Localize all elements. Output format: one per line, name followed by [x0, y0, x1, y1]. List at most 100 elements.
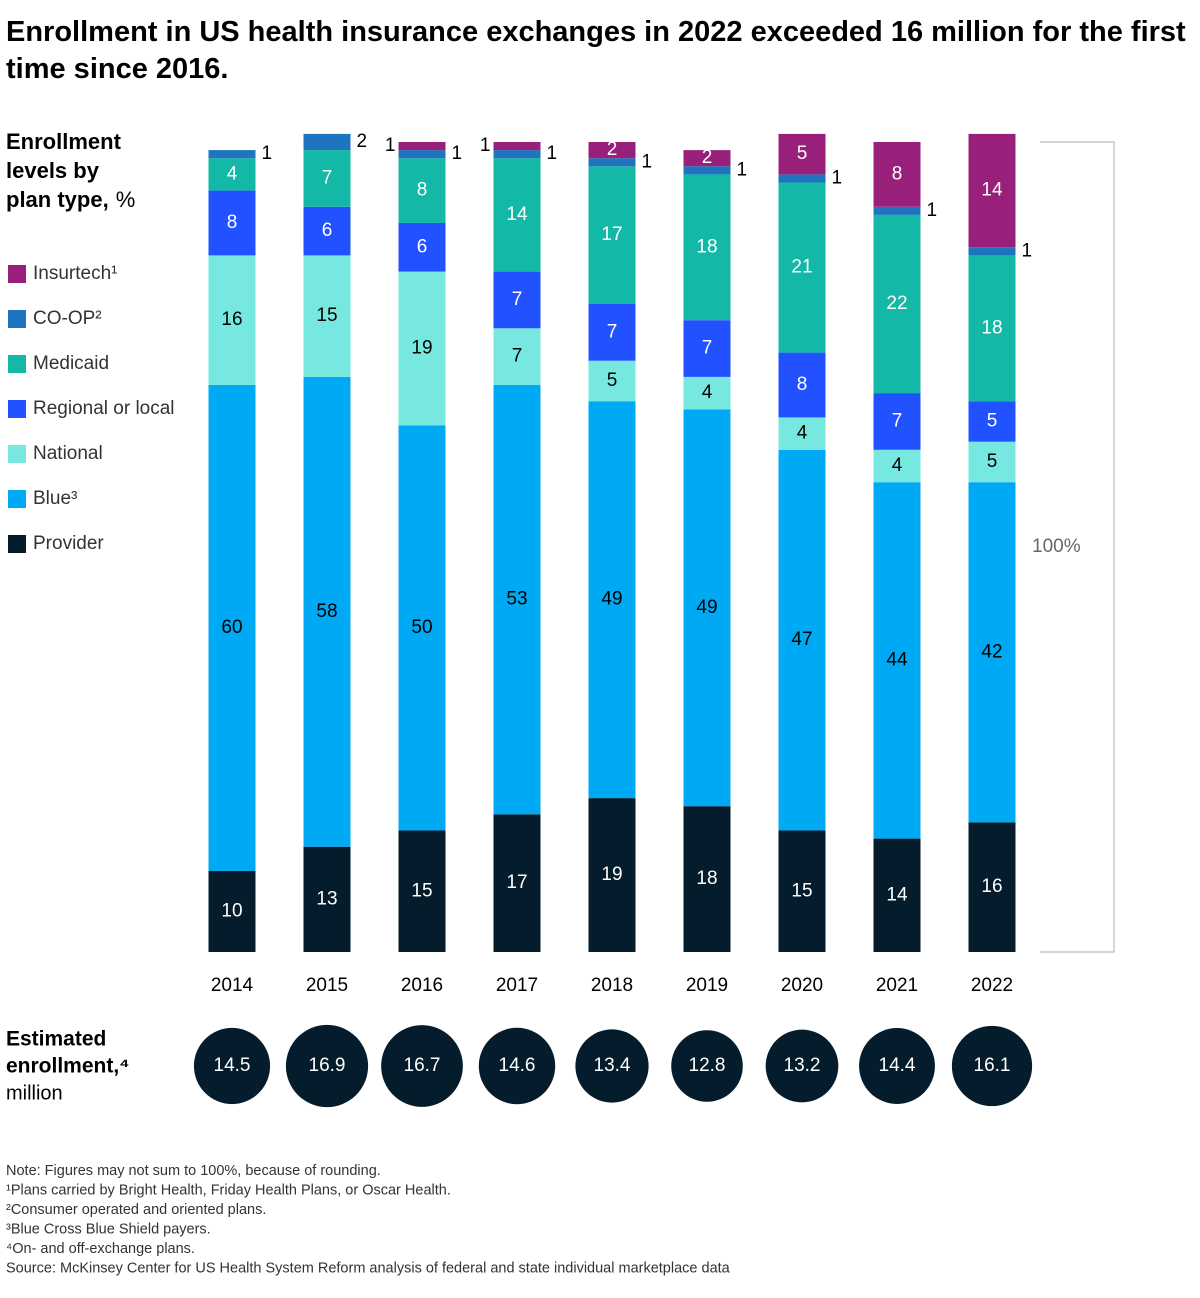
- bar-segment: [303, 846, 351, 952]
- value-label: 4: [797, 423, 808, 444]
- value-label: 10: [221, 901, 242, 922]
- value-label: 7: [702, 338, 713, 359]
- legend-label: National: [33, 443, 103, 464]
- bar-segment: [398, 271, 446, 426]
- bar-segment: [968, 441, 1016, 483]
- value-label: 1: [385, 135, 396, 156]
- bar-segment: [778, 417, 826, 450]
- legend-label: Provider: [33, 533, 104, 554]
- value-label: 19: [601, 864, 622, 885]
- bar-segment: [493, 328, 541, 385]
- value-label: 8: [797, 374, 808, 395]
- value-label: 18: [696, 868, 717, 889]
- enrollment-label: 14.4: [879, 1055, 916, 1076]
- y-axis-label: plan type,: [6, 187, 109, 212]
- bracket-label: 100%: [1032, 536, 1081, 557]
- value-label: 13: [316, 888, 337, 909]
- bar-segment: [208, 385, 256, 871]
- bar-segment: [968, 482, 1016, 823]
- enrollment-unit: million: [6, 1082, 63, 1104]
- footnote: ²Consumer operated and oriented plans.: [6, 1202, 266, 1218]
- y-axis-label: levels by: [6, 158, 100, 183]
- enrollment-label: 16.1: [974, 1055, 1011, 1076]
- bar-segment: [778, 133, 826, 175]
- x-tick-label: 2016: [401, 975, 443, 996]
- value-label: 44: [886, 649, 908, 670]
- value-label: 16: [221, 309, 242, 330]
- value-label: 15: [791, 880, 812, 901]
- bar-segment: [493, 150, 541, 159]
- bar-segment: [968, 133, 1016, 248]
- legend-label: Regional or local: [33, 398, 175, 419]
- footnote: ¹Plans carried by Bright Health, Friday …: [6, 1182, 451, 1198]
- x-tick-label: 2020: [781, 975, 823, 996]
- enrollment-bubble: [193, 1027, 271, 1105]
- bar-segment: [683, 376, 731, 410]
- bar-segment: [208, 150, 256, 159]
- value-label: 53: [506, 589, 527, 610]
- enrollment-label: 13.2: [784, 1055, 821, 1076]
- legend-swatch: [8, 265, 26, 283]
- value-label: 1: [1022, 240, 1033, 261]
- value-label: 1: [832, 167, 843, 188]
- bar-segment: [873, 838, 921, 952]
- y-axis-label: Enrollment: [6, 129, 122, 154]
- bar-segment: [968, 247, 1016, 256]
- value-label: 2: [357, 131, 368, 152]
- value-label: 6: [322, 220, 333, 241]
- bar-segment: [588, 142, 636, 159]
- legend-swatch: [8, 490, 26, 508]
- enrollment-label: 16.9: [309, 1055, 346, 1076]
- bar-segment: [493, 158, 541, 272]
- value-label: 2: [702, 147, 713, 168]
- bar-segment: [873, 206, 921, 215]
- x-tick-label: 2021: [876, 975, 918, 996]
- x-tick-label: 2017: [496, 975, 538, 996]
- value-label: 5: [797, 143, 808, 164]
- value-label: 1: [737, 159, 748, 180]
- value-label: 17: [506, 872, 527, 893]
- chart-title: Enrollment in US health insurance exchan…: [6, 16, 1186, 85]
- bar-segment: [208, 871, 256, 952]
- bar-segment: [398, 142, 446, 151]
- x-tick-label: 2019: [686, 975, 728, 996]
- enrollment-bubble: [859, 1028, 935, 1104]
- footnote: ³Blue Cross Blue Shield payers.: [6, 1221, 211, 1237]
- bar-segment: [588, 360, 636, 402]
- legend-swatch: [8, 535, 26, 553]
- bar-segment: [208, 255, 256, 385]
- value-label: 7: [512, 346, 523, 367]
- value-label: 1: [642, 151, 653, 172]
- bar-segment: [778, 352, 826, 418]
- bar-segment: [208, 190, 256, 256]
- bar-segment: [778, 449, 826, 831]
- bar-segment: [588, 401, 636, 799]
- enrollment-label: 13.4: [594, 1055, 631, 1076]
- x-tick-label: 2014: [211, 975, 254, 996]
- value-label: 42: [981, 641, 1002, 662]
- bar-segment: [588, 166, 636, 304]
- bar-segment: [303, 206, 351, 256]
- value-label: 49: [696, 597, 717, 618]
- value-label: 7: [322, 167, 333, 188]
- value-label: 50: [411, 617, 432, 638]
- value-label: 1: [547, 143, 558, 164]
- bar-segment: [873, 393, 921, 450]
- bar-segment: [968, 822, 1016, 952]
- bar-segment: [493, 271, 541, 329]
- value-label: 14: [506, 204, 528, 225]
- bar-segment: [493, 142, 541, 151]
- value-label: 8: [417, 180, 428, 201]
- value-label: 16: [981, 876, 1002, 897]
- value-label: 4: [227, 163, 238, 184]
- bar-segment: [588, 158, 636, 167]
- bar-segment: [398, 830, 446, 952]
- value-label: 60: [221, 617, 242, 638]
- bar-segment: [778, 174, 826, 183]
- bar-segment: [778, 830, 826, 952]
- x-tick-label: 2022: [971, 975, 1013, 996]
- value-label: 4: [892, 455, 903, 476]
- bar-segment: [873, 142, 921, 207]
- value-label: 18: [696, 236, 717, 257]
